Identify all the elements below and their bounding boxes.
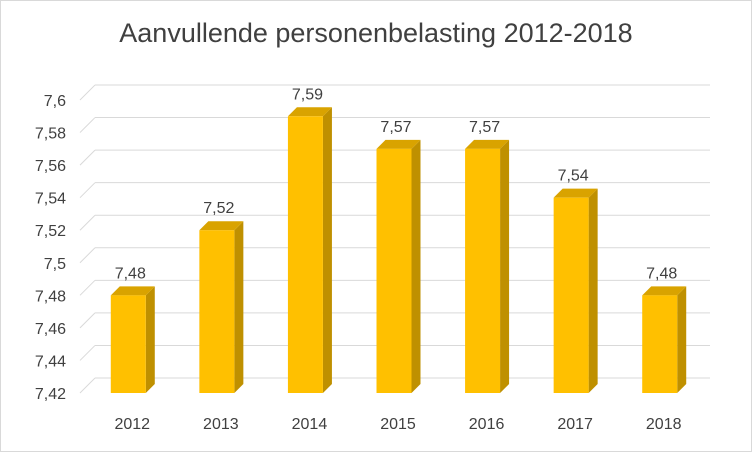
bar-top [376, 139, 421, 149]
bar-side [234, 221, 244, 393]
bar-front [287, 116, 323, 394]
bar [553, 188, 598, 393]
data-label: 7,57 [380, 119, 411, 136]
bar-front [465, 148, 501, 393]
y-axis: 7,42 7,44 7,46 7,48 7,5 7,52 7,54 7,56 7,58 7,6 [35, 93, 66, 403]
bar-side [145, 286, 155, 393]
bar-front [642, 295, 678, 393]
bar [642, 286, 687, 393]
gridline-diagonal [79, 312, 96, 329]
gridline-diagonal [79, 247, 96, 264]
bar-top [553, 188, 598, 198]
bar-side [322, 107, 332, 394]
y-tick-label: 7,52 [35, 223, 66, 240]
bar [376, 139, 421, 393]
bar-side [411, 139, 421, 393]
gridline-diagonal [79, 149, 96, 166]
bar-front [376, 148, 412, 393]
x-tick-label: 2014 [292, 416, 328, 433]
gridline-diagonal [79, 214, 96, 231]
y-tick-label: 7,6 [44, 93, 66, 110]
x-tick-label: 2015 [380, 416, 416, 433]
x-tick-label: 2013 [203, 416, 239, 433]
bar [199, 221, 244, 393]
bars [110, 107, 687, 394]
bar-top [465, 139, 510, 149]
y-tick-label: 7,5 [44, 256, 66, 273]
data-labels: 7,48 7,52 7,59 7,57 7,57 7,54 7,48 [115, 86, 678, 282]
chart-title: Aanvullende personenbelasting 2012-2018 [119, 18, 633, 48]
bar-front [553, 197, 589, 393]
y-tick-label: 7,46 [35, 321, 66, 338]
bar-top [642, 286, 687, 296]
data-label: 7,54 [558, 168, 589, 185]
y-tick-label: 7,56 [35, 158, 66, 175]
gridline-diagonal [79, 117, 96, 133]
bar [110, 286, 155, 393]
data-label: 7,57 [469, 119, 500, 136]
x-tick-label: 2012 [114, 416, 150, 433]
bar-top [199, 221, 244, 231]
gridline-diagonal [79, 84, 96, 101]
data-label: 7,48 [115, 265, 146, 282]
y-tick-label: 7,48 [35, 288, 66, 305]
x-tick-label: 2018 [646, 416, 682, 433]
x-tick-label: 2016 [469, 416, 505, 433]
gridline-diagonal [79, 377, 96, 394]
data-label: 7,48 [646, 265, 677, 282]
data-label: 7,52 [203, 200, 234, 217]
gridline-diagonal [79, 182, 96, 199]
bar-top [110, 286, 155, 296]
data-label: 7,59 [292, 86, 323, 103]
bar-side [500, 139, 510, 393]
gridline-diagonal [79, 279, 96, 296]
bar-side [677, 286, 687, 393]
gridline-diagonal [79, 345, 96, 361]
bar-front [199, 230, 235, 393]
y-tick-label: 7,44 [35, 353, 66, 370]
bar-top [287, 107, 332, 117]
y-tick-label: 7,58 [35, 126, 66, 143]
y-tick-label: 7,42 [35, 386, 66, 403]
bar-side [588, 188, 598, 393]
bar [287, 107, 332, 394]
bar-front [110, 295, 146, 393]
x-axis: 2012 2013 2014 2015 2016 2017 2018 [114, 416, 681, 433]
y-tick-label: 7,54 [35, 191, 66, 208]
x-tick-label: 2017 [557, 416, 593, 433]
bar [465, 139, 510, 393]
